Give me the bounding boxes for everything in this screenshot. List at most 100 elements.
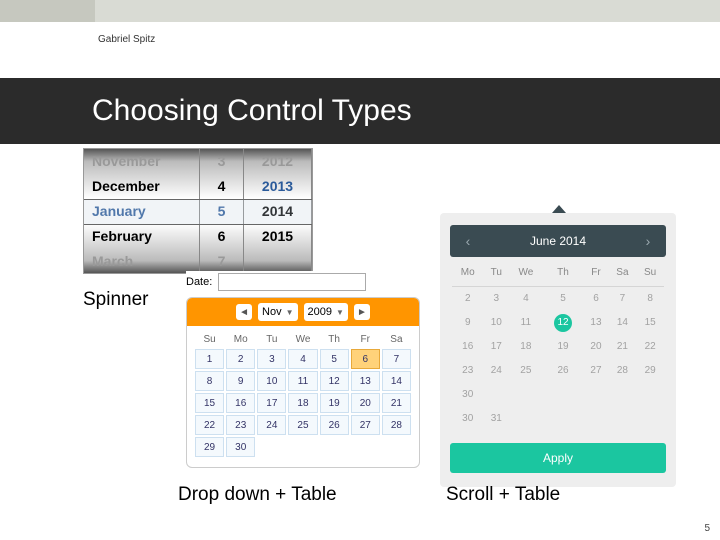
- day-cell[interactable]: 17: [483, 335, 509, 359]
- header-stripe: [0, 0, 720, 22]
- next-month-button[interactable]: ›: [640, 233, 656, 249]
- spinner-cell[interactable]: 2014: [244, 199, 311, 224]
- spinner-cell[interactable]: 3: [200, 149, 243, 174]
- spinner-cell[interactable]: [244, 249, 311, 273]
- day-cell[interactable]: 30: [452, 407, 483, 431]
- spinner-cell[interactable]: November: [84, 149, 199, 174]
- day-cell[interactable]: 21: [382, 393, 411, 413]
- day-cell[interactable]: 28: [382, 415, 411, 435]
- day-cell[interactable]: 2: [452, 287, 483, 311]
- date-input[interactable]: [218, 273, 366, 291]
- day-cell[interactable]: 15: [195, 393, 224, 413]
- day-cell[interactable]: 27: [351, 415, 380, 435]
- spinner-cell[interactable]: January: [84, 199, 199, 224]
- scroll-day-grid: MoTuWeThFrSaSu23456789101112131415161718…: [450, 257, 666, 443]
- spinner-cell[interactable]: March: [84, 249, 199, 274]
- day-cell[interactable]: 30: [452, 383, 483, 407]
- day-cell[interactable]: 19: [543, 335, 584, 359]
- weekday-header: Mo: [452, 267, 483, 287]
- day-cell[interactable]: 9: [226, 371, 255, 391]
- day-cell[interactable]: 7: [609, 287, 637, 311]
- day-cell[interactable]: 21: [609, 335, 637, 359]
- spinner-cell[interactable]: 2015: [244, 224, 311, 249]
- day-cell: [543, 407, 584, 431]
- day-cell: [351, 437, 380, 457]
- day-cell[interactable]: 25: [509, 359, 543, 383]
- day-cell[interactable]: 8: [195, 371, 224, 391]
- spinner-cell[interactable]: December: [84, 174, 199, 199]
- day-cell[interactable]: 8: [636, 287, 664, 311]
- day-cell[interactable]: 3: [257, 349, 286, 369]
- day-cell[interactable]: 15: [636, 311, 664, 335]
- month-select[interactable]: Nov ▼: [258, 303, 297, 321]
- day-cell[interactable]: 11: [509, 311, 543, 335]
- day-cell[interactable]: 22: [195, 415, 224, 435]
- spinner-cell[interactable]: 2013: [244, 174, 311, 199]
- next-month-button[interactable]: ►: [354, 304, 370, 320]
- day-cell[interactable]: 5: [320, 349, 349, 369]
- day-cell[interactable]: 4: [288, 349, 317, 369]
- day-cell[interactable]: 26: [320, 415, 349, 435]
- day-cell[interactable]: 28: [609, 359, 637, 383]
- day-cell[interactable]: 5: [543, 287, 584, 311]
- day-cell[interactable]: 19: [320, 393, 349, 413]
- day-cell[interactable]: 29: [636, 359, 664, 383]
- year-select[interactable]: 2009 ▼: [304, 303, 348, 321]
- prev-month-button[interactable]: ‹: [460, 233, 476, 249]
- day-cell[interactable]: 18: [509, 335, 543, 359]
- day-cell[interactable]: 29: [195, 437, 224, 457]
- author-name: Gabriel Spitz: [98, 34, 155, 45]
- day-cell: [636, 383, 664, 407]
- day-cell[interactable]: 30: [226, 437, 255, 457]
- spinner-cell[interactable]: 2012: [244, 149, 311, 174]
- spinner-cell[interactable]: 4: [200, 174, 243, 199]
- day-cell[interactable]: 27: [583, 359, 608, 383]
- day-cell[interactable]: 3: [483, 287, 509, 311]
- day-cell[interactable]: 16: [226, 393, 255, 413]
- day-cell[interactable]: 14: [609, 311, 637, 335]
- spinner-cell[interactable]: 7: [200, 249, 243, 274]
- day-cell[interactable]: 24: [257, 415, 286, 435]
- spinner-month-column[interactable]: NovemberDecemberJanuaryFebruaryMarch: [84, 149, 200, 273]
- spinner-day-column[interactable]: 34567: [200, 149, 244, 273]
- day-cell[interactable]: 2: [226, 349, 255, 369]
- day-cell[interactable]: 22: [636, 335, 664, 359]
- spinner-cell[interactable]: February: [84, 224, 199, 249]
- day-cell[interactable]: 9: [452, 311, 483, 335]
- day-cell[interactable]: 16: [452, 335, 483, 359]
- spinner-cell[interactable]: 6: [200, 224, 243, 249]
- day-cell[interactable]: 20: [351, 393, 380, 413]
- apply-button[interactable]: Apply: [450, 443, 666, 473]
- day-cell[interactable]: 24: [483, 359, 509, 383]
- day-cell[interactable]: 14: [382, 371, 411, 391]
- day-cell[interactable]: 20: [583, 335, 608, 359]
- day-cell: [636, 407, 664, 431]
- day-cell[interactable]: 13: [351, 371, 380, 391]
- day-cell[interactable]: 31: [483, 407, 509, 431]
- day-cell[interactable]: 4: [509, 287, 543, 311]
- day-cell[interactable]: 6: [583, 287, 608, 311]
- day-cell[interactable]: 26: [543, 359, 584, 383]
- prev-month-button[interactable]: ◄: [236, 304, 252, 320]
- scroll-label: Scroll + Table: [446, 484, 560, 506]
- day-cell[interactable]: 18: [288, 393, 317, 413]
- day-cell[interactable]: 12: [543, 311, 584, 335]
- day-cell[interactable]: 23: [452, 359, 483, 383]
- weekday-header: Fr: [351, 332, 380, 347]
- day-cell[interactable]: 12: [320, 371, 349, 391]
- day-cell[interactable]: 13: [583, 311, 608, 335]
- day-cell[interactable]: 10: [483, 311, 509, 335]
- day-cell: [583, 383, 608, 407]
- spinner-picker[interactable]: NovemberDecemberJanuaryFebruaryMarch 345…: [83, 148, 313, 274]
- spinner-year-column[interactable]: 2012201320142015: [244, 149, 312, 273]
- day-cell[interactable]: 10: [257, 371, 286, 391]
- day-cell[interactable]: 7: [382, 349, 411, 369]
- day-cell[interactable]: 23: [226, 415, 255, 435]
- day-cell[interactable]: 11: [288, 371, 317, 391]
- day-cell[interactable]: 1: [195, 349, 224, 369]
- day-cell[interactable]: 17: [257, 393, 286, 413]
- day-cell[interactable]: 25: [288, 415, 317, 435]
- weekday-header: Su: [636, 267, 664, 287]
- spinner-cell[interactable]: 5: [200, 199, 243, 224]
- day-cell[interactable]: 6: [351, 349, 380, 369]
